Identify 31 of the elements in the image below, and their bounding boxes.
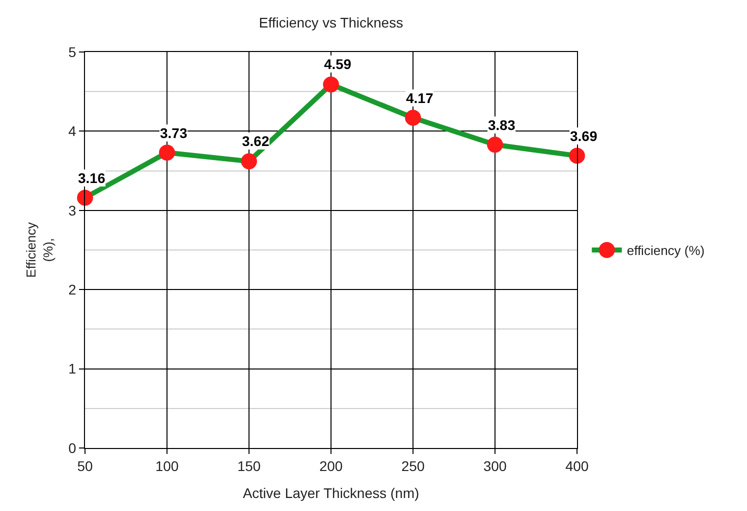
x-tick-label: 50 (77, 458, 93, 474)
data-label: 3.62 (242, 133, 270, 149)
y-axis-title: Efficiency (%), (23, 222, 56, 278)
point (405, 110, 421, 126)
point (323, 76, 339, 92)
legend-label: efficiency (%) (626, 243, 705, 258)
data-label: 3.16 (78, 170, 106, 186)
y-tick-label: 0 (68, 440, 76, 456)
x-tick-label: 250 (401, 458, 425, 474)
point (487, 136, 503, 153)
y-tick-label: 2 (68, 282, 76, 298)
data-label: 3.69 (570, 128, 598, 144)
chart-title: Efficiency vs Thickness (258, 14, 404, 31)
point (241, 153, 257, 170)
point (569, 148, 585, 164)
data-label: 3.83 (488, 117, 516, 133)
point (159, 144, 175, 161)
x-tick-label: 100 (155, 458, 179, 474)
y-tick-label: 5 (68, 44, 76, 60)
x-tick-label: 300 (483, 458, 507, 474)
y-tick-label: 3 (68, 202, 76, 218)
x-axis-title: Active Layer Thickness (nm) (242, 485, 420, 502)
point (77, 190, 93, 206)
x-tick-label: 150 (237, 458, 261, 474)
x-tick-label: 200 (319, 458, 343, 474)
x-tick-label: 400 (565, 458, 589, 474)
data-label: 4.59 (324, 56, 352, 72)
y-tick-label: 1 (68, 360, 76, 377)
data-label: 3.73 (160, 125, 188, 141)
y-tick-label: 4 (68, 123, 76, 140)
data-label: 4.17 (406, 90, 434, 106)
